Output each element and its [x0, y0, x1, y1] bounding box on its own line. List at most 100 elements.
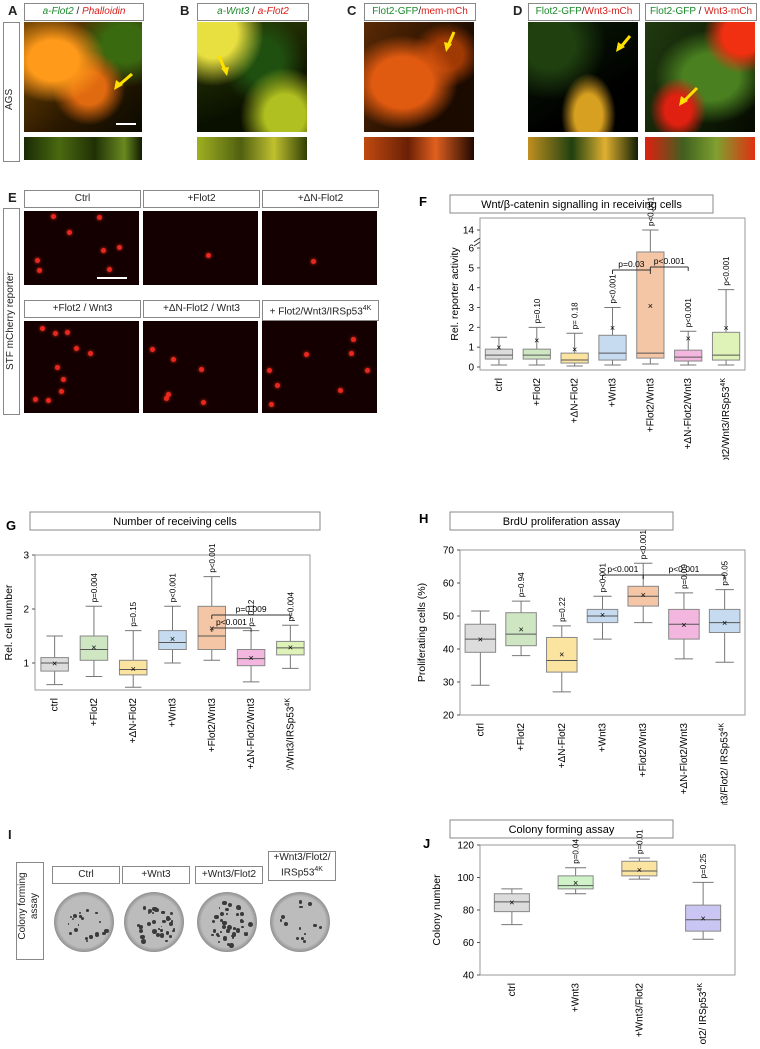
category-label-sup: 4K — [719, 723, 726, 732]
reporter-tile-label-text: +ΔN-Flot2 — [297, 193, 344, 204]
panel-c-label: Flot2-GFP/mem-mCh — [364, 3, 476, 21]
box-2: × p= 0.18 — [560, 302, 589, 367]
panel-b-label-red: a-Flot2 — [257, 6, 289, 17]
colony-plate-label: +Wnt3 — [122, 866, 190, 884]
box-body — [522, 348, 551, 360]
y-tick-label: 6 — [468, 244, 474, 255]
mean-marker: × — [573, 878, 578, 888]
panel-d-label2-sep: / — [695, 6, 705, 17]
panel-b-label: a-Wnt3 / a-Flot2 — [197, 3, 309, 21]
category-label: +Wnt3/Flot2/ IRSp534K — [697, 983, 709, 1045]
category-label: +Wnt3 — [598, 723, 609, 753]
mean-marker: × — [478, 635, 483, 645]
box-6: × p=0.004 — [276, 592, 305, 669]
reporter-tile-label: +ΔN-Flot2 — [262, 190, 379, 208]
category-label: +Wnt3/Flot2 — [634, 983, 645, 1038]
category-label: +Flot2/Wnt3 — [207, 698, 218, 753]
chart-title: Number of receiving cells — [113, 516, 237, 528]
significance-label: p=0.009 — [236, 604, 267, 614]
y-axis-label: Colony number — [431, 874, 443, 946]
chart-title: Wnt/β-catenin signalling in receiving ce… — [481, 199, 682, 211]
box-body — [674, 349, 703, 362]
micrograph-a-zoom — [24, 137, 142, 160]
box-3: × p<0.001 — [598, 274, 627, 366]
box-body — [685, 904, 722, 932]
micrograph-b-zoom — [197, 137, 307, 160]
colony-plate — [197, 892, 257, 952]
p-value-label: p<0.001 — [208, 543, 217, 573]
y-tick-label: 60 — [443, 579, 455, 590]
p-value-label: p=0.01 — [635, 829, 644, 854]
reporter-tile-label: Ctrl — [24, 190, 141, 208]
panel-a-label-red: Phalloidin — [82, 6, 126, 17]
panel-d-label2-green: Flot2-GFP — [649, 6, 696, 17]
y-tick-label: 40 — [463, 971, 475, 982]
category-label: +Flot2 — [516, 723, 527, 752]
panel-i-side-box — [16, 862, 44, 960]
y-tick-label: 2 — [468, 323, 474, 334]
panel-letter-c: C — [347, 3, 357, 18]
panel-c-label-red: mem-mCh — [421, 6, 468, 17]
p-value-label: p=0.04 — [572, 839, 581, 864]
p-value-label: p<0.001 — [639, 530, 648, 560]
category-label: ctrl — [50, 698, 61, 711]
p-value-label: p=0.09 — [680, 564, 689, 589]
panel-d-label2-red: Wnt3-mCh — [704, 6, 753, 17]
reporter-tile-label-text: +Flot2 — [187, 193, 216, 204]
panel-letter: J — [423, 836, 430, 851]
category-label: ctrl — [494, 378, 505, 391]
reporter-tile-label: + Flot2/Wnt3/IRSp534K — [262, 300, 379, 322]
arrow-c — [444, 31, 456, 52]
panel-c-label-sep: / — [418, 6, 422, 17]
reporter-tile-label-sup: 4K — [362, 305, 372, 312]
significance-label: p<0.001 — [216, 617, 247, 627]
box-5: × p<0.001 — [674, 298, 703, 366]
axis-break — [473, 237, 481, 247]
category-label: +Wnt3 — [168, 698, 179, 728]
reporter-tile-label-text: + Flot2/Wnt3/IRSp53 — [269, 306, 363, 318]
p-value-label: p=0.004 — [90, 573, 99, 603]
p-value-label: p=0.94 — [517, 572, 526, 597]
box-2: × p=0.01 — [621, 829, 658, 880]
p-value-label: p=0.004 — [286, 592, 295, 622]
panel-d-label1-red: Wnt3-mCh — [584, 6, 633, 17]
panel-letter-b: B — [180, 3, 190, 18]
colony-plate — [270, 892, 330, 952]
p-value-label: p=0.22 — [558, 597, 567, 622]
panel-b-label-sep: / — [249, 6, 258, 17]
mean-marker: × — [170, 634, 175, 644]
panel-c-label-green: Flot2-GFP — [372, 6, 419, 17]
colony-plate-label-text: +Wnt3/Flot2 — [201, 869, 257, 880]
p-value-label: p<0.001 — [684, 298, 693, 328]
mean-marker: × — [572, 345, 577, 355]
box-body — [598, 334, 627, 361]
box-body — [493, 893, 530, 913]
reporter-tile-label-text: Ctrl — [74, 193, 91, 204]
y-tick-label: 5 — [468, 263, 474, 274]
colony-plate — [124, 892, 184, 952]
reporter-tile-label: +Flot2 / Wnt3 — [24, 300, 141, 318]
panel-letter-a: A — [8, 3, 18, 18]
chart-h: BrdU proliferation assay 20 30 40 50 60 70 Prol… — [416, 511, 746, 805]
chart-title-box — [449, 819, 674, 839]
panel-letter: F — [419, 194, 427, 209]
y-tick-label: 14 — [463, 226, 475, 237]
arrow-a — [114, 72, 136, 125]
mean-marker: × — [637, 865, 642, 875]
mean-marker: × — [52, 659, 57, 669]
chart-title: Colony forming assay — [509, 824, 615, 836]
category-label: +ΔN-Flot2/Wnt3 — [246, 698, 257, 770]
colony-plate-label: Ctrl — [52, 866, 120, 884]
panel-letter: H — [419, 511, 428, 526]
category-label: +Flot2 — [89, 698, 100, 727]
mean-marker: × — [681, 620, 686, 630]
micrograph-d1 — [528, 22, 638, 132]
chart-j: Colony forming assay 40 60 80 100 120 Colony n… — [423, 819, 736, 1045]
panel-d-label-1: Flot2-GFP/Wnt3-mCh — [528, 3, 640, 21]
colony-plate-label-text: +Wnt3/Flot2/ IRSp53 — [273, 852, 331, 879]
mean-marker: × — [131, 664, 136, 674]
box-body — [546, 636, 578, 673]
reporter-tile-label-text: +ΔN-Flot2 / Wnt3 — [163, 303, 240, 314]
cell-line-box — [3, 22, 20, 162]
box-5: × p=0.09 — [668, 564, 700, 660]
